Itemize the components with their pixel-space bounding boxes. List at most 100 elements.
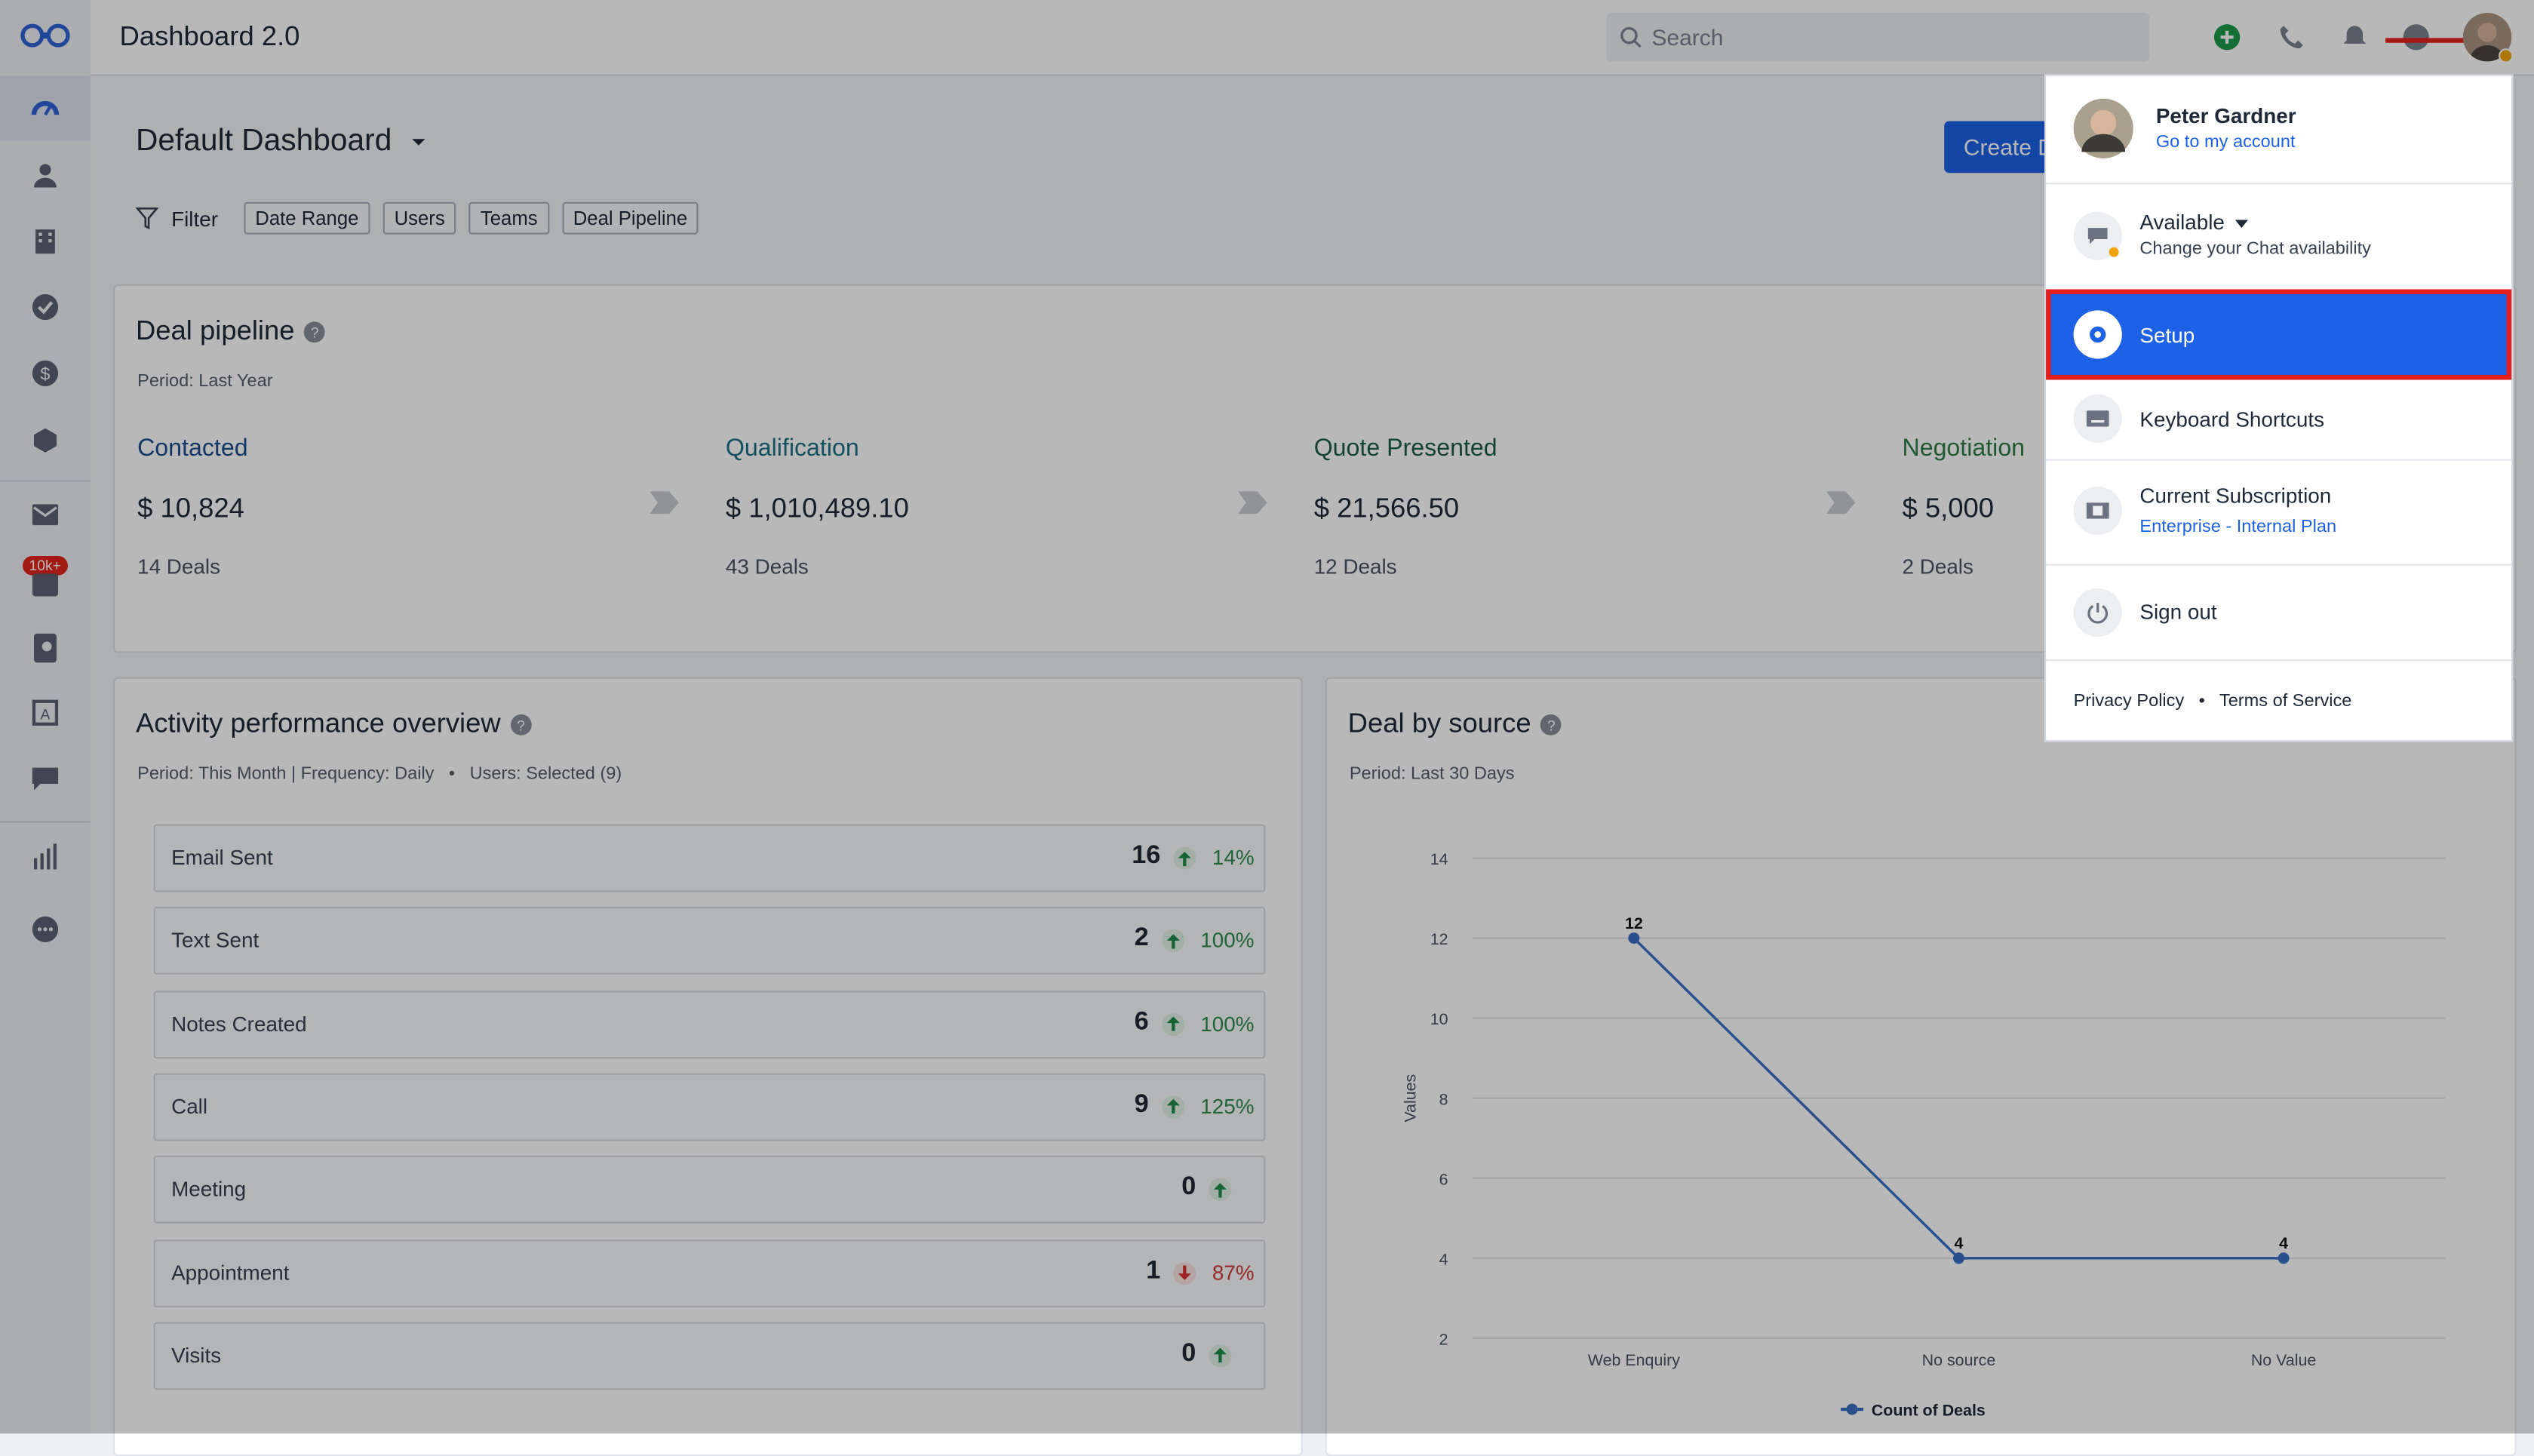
dashboard-selector[interactable]: Default Dashboard [136, 124, 426, 160]
activity-row[interactable]: Visits 0 [153, 1321, 1266, 1390]
sidebar-item-deals[interactable]: $ [29, 357, 62, 389]
sidebar-item-reports[interactable] [29, 840, 62, 873]
filter-chip-users[interactable]: Users [382, 201, 456, 235]
sidebar-item-contacts[interactable] [29, 158, 62, 191]
stage-amount: $ 21,566.50 [1313, 493, 1460, 524]
activity-row[interactable]: Meeting 0 [153, 1156, 1266, 1224]
stage-amount: $ 5,000 [1902, 493, 1995, 524]
filter-row: Filter Date Range Users Teams Deal Pipel… [135, 201, 699, 235]
deal-by-source-title-text: Deal by source [1347, 708, 1531, 739]
phone-book-icon [33, 633, 57, 663]
availability-dropdown[interactable]: Available [2139, 210, 2249, 235]
data-point [2278, 1252, 2290, 1264]
setup-label: Setup [2139, 323, 2195, 348]
activity-row[interactable]: Call 9 125% [153, 1073, 1266, 1141]
deal-by-source-title: Deal by source? [1348, 708, 1562, 740]
help-icon[interactable]: ? [304, 321, 326, 343]
menu-sign-out-item[interactable]: Sign out [2046, 564, 2512, 662]
presence-dot [2498, 48, 2514, 63]
y-axis-label: Values [1402, 1074, 1420, 1123]
go-to-account-link[interactable]: Go to my account [2155, 132, 2296, 152]
filter-icon[interactable] [135, 207, 158, 230]
data-point [1628, 932, 1640, 945]
help-icon[interactable]: ? [510, 714, 532, 736]
activity-users: Users: Selected (9) [469, 764, 622, 785]
y-tick-label: 14 [1430, 850, 1448, 868]
profile-avatar [2073, 98, 2133, 158]
deal-by-source-chart: 2 4 6 8 10 12 14 Values Web Enquiry No source No V… [1402, 850, 2446, 1420]
stage-name: Negotiation [1902, 435, 2026, 462]
stage-deals: 2 Deals [1902, 554, 1973, 579]
sidebar-item-companies[interactable] [29, 225, 62, 257]
menu-profile-row[interactable]: Peter Gardner Go to my account [2046, 76, 2512, 185]
phone-icon[interactable] [2278, 23, 2307, 52]
sidebar-item-automation[interactable]: A [29, 696, 62, 729]
sidebar-divider [0, 821, 91, 823]
source-period: Period: Last 30 Days [1349, 764, 1515, 785]
svg-text:A: A [41, 707, 51, 723]
sidebar-item-chat[interactable] [29, 763, 62, 795]
activity-percent: 100% [1200, 928, 1255, 953]
activity-percent: 14% [1212, 845, 1255, 870]
subscription-label: Current Subscription [2139, 483, 2332, 508]
separator-dot: • [448, 764, 456, 785]
sidebar-item-email[interactable] [29, 498, 62, 530]
help-icon[interactable]: ? [1540, 714, 1562, 736]
menu-keyboard-shortcuts-item[interactable]: Keyboard Shortcuts [2046, 379, 2512, 461]
menu-availability-row[interactable]: Available Change your Chat availability [2046, 183, 2512, 291]
activity-row[interactable]: Text Sent 2 100% [153, 907, 1266, 975]
data-label: 12 [1625, 914, 1643, 932]
activity-value: 9 [1134, 1090, 1149, 1119]
x-tick-label: Web Enquiry [1588, 1351, 1680, 1369]
bell-icon[interactable] [2340, 23, 2370, 52]
activity-row[interactable]: Email Sent 16 14% [153, 824, 1266, 892]
filter-chip-date-range[interactable]: Date Range [244, 201, 370, 235]
stage-amount: $ 10,824 [137, 493, 244, 524]
activity-percent: 100% [1200, 1011, 1255, 1036]
menu-subscription-item[interactable]: Current Subscription Enterprise - Intern… [2046, 459, 2512, 566]
activity-percent: 87% [1212, 1259, 1255, 1285]
sidebar-item-phone[interactable] [29, 632, 62, 665]
activity-title: Activity performance overview? [136, 708, 532, 740]
menu-setup-item[interactable]: Setup [2046, 289, 2512, 380]
deal-pipeline-title: Deal pipeline? [135, 315, 326, 348]
data-point [1952, 1252, 1964, 1264]
legal-separator: • [2198, 691, 2205, 711]
sidebar-item-products[interactable] [29, 423, 62, 456]
app-title: Dashboard 2.0 [119, 20, 300, 52]
privacy-policy-link[interactable]: Privacy Policy [2073, 691, 2185, 711]
pipeline-period: Period: Last Year [137, 371, 273, 392]
stage-deals: 43 Deals [725, 554, 809, 579]
stage-deals: 12 Deals [1313, 554, 1397, 579]
chat-icon [32, 767, 59, 791]
arrow-up-icon [1161, 1095, 1184, 1119]
help-icon[interactable] [2401, 23, 2431, 52]
y-tick-label: 2 [1439, 1330, 1448, 1348]
filter-chip-deal-pipeline[interactable]: Deal Pipeline [561, 201, 699, 235]
arrow-up-icon [1161, 929, 1184, 953]
stage-amount: $ 1,010,489.10 [725, 493, 909, 524]
search-input[interactable]: Search [1606, 13, 2150, 62]
sidebar-item-dashboard[interactable] [0, 75, 91, 141]
automation-icon: A [32, 699, 59, 726]
deal-pipeline-title-text: Deal pipeline [135, 315, 295, 346]
stage-chevron-icon [1826, 491, 1856, 515]
sidebar-item-inbox[interactable] [29, 569, 62, 601]
activity-value: 2 [1134, 925, 1149, 953]
svg-text:$: $ [40, 364, 50, 383]
activity-label: Appointment [171, 1259, 290, 1285]
sidebar-item-more[interactable] [29, 913, 62, 945]
data-label: 4 [2279, 1234, 2288, 1252]
arrow-up-icon [1209, 1178, 1232, 1202]
activity-row[interactable]: Appointment 1 87% [153, 1239, 1266, 1307]
stage-chevron-icon [1238, 491, 1267, 515]
add-icon[interactable] [2213, 23, 2242, 52]
activity-value: 0 [1181, 1173, 1196, 1202]
activity-row[interactable]: Notes Created 6 100% [153, 990, 1266, 1058]
power-icon [2073, 588, 2122, 637]
profile-name: Peter Gardner [2155, 103, 2296, 128]
filter-chip-teams[interactable]: Teams [468, 201, 549, 235]
sidebar-item-tasks[interactable] [29, 291, 62, 324]
terms-of-service-link[interactable]: Terms of Service [2219, 691, 2352, 711]
app-logo-icon[interactable] [20, 20, 72, 52]
